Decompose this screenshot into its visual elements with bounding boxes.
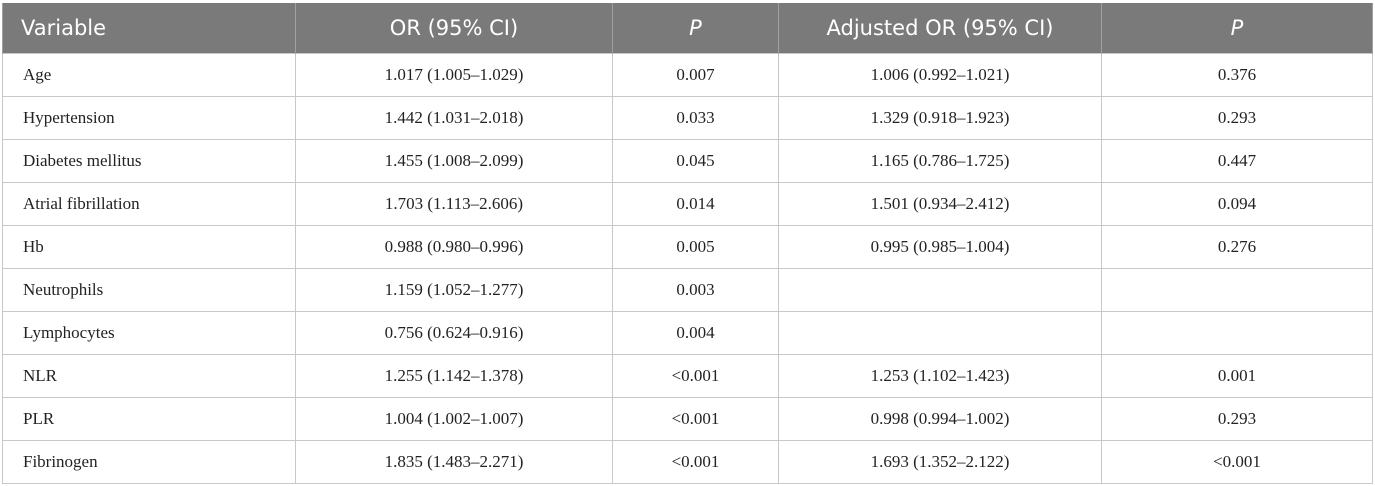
cell-p: 0.003 xyxy=(612,268,779,312)
cell-variable: Age xyxy=(2,53,296,97)
cell-p: <0.001 xyxy=(612,354,779,398)
cell-adjusted-or xyxy=(778,311,1102,355)
cell-adjusted-p: 0.447 xyxy=(1101,139,1373,183)
header-adjusted-p: P xyxy=(1101,3,1373,54)
table-header: Variable OR (95% CI) P Adjusted OR (95% … xyxy=(2,3,1373,54)
cell-adjusted-p: 0.293 xyxy=(1101,397,1373,441)
cell-adjusted-p: <0.001 xyxy=(1101,440,1373,484)
cell-p: 0.045 xyxy=(612,139,779,183)
table-body: Age 1.017 (1.005–1.029) 0.007 1.006 (0.9… xyxy=(2,53,1373,484)
cell-variable: Neutrophils xyxy=(2,268,296,312)
header-variable: Variable xyxy=(2,3,296,54)
cell-or: 0.756 (0.624–0.916) xyxy=(295,311,613,355)
table-row: Diabetes mellitus 1.455 (1.008–2.099) 0.… xyxy=(2,139,1373,183)
cell-adjusted-or: 1.006 (0.992–1.021) xyxy=(778,53,1102,97)
cell-or: 1.255 (1.142–1.378) xyxy=(295,354,613,398)
cell-variable: Diabetes mellitus xyxy=(2,139,296,183)
table-row: NLR 1.255 (1.142–1.378) <0.001 1.253 (1.… xyxy=(2,354,1373,398)
header-adjusted-or: Adjusted OR (95% CI) xyxy=(778,3,1102,54)
cell-adjusted-or: 1.165 (0.786–1.725) xyxy=(778,139,1102,183)
cell-p: 0.014 xyxy=(612,182,779,226)
cell-variable: PLR xyxy=(2,397,296,441)
header-or: OR (95% CI) xyxy=(295,3,613,54)
table-row: PLR 1.004 (1.002–1.007) <0.001 0.998 (0.… xyxy=(2,397,1373,441)
odds-ratio-table: Variable OR (95% CI) P Adjusted OR (95% … xyxy=(2,3,1373,484)
cell-or: 1.442 (1.031–2.018) xyxy=(295,96,613,140)
cell-adjusted-p: 0.001 xyxy=(1101,354,1373,398)
cell-variable: Atrial fibrillation xyxy=(2,182,296,226)
cell-p: <0.001 xyxy=(612,440,779,484)
cell-variable: Hypertension xyxy=(2,96,296,140)
table-row: Hypertension 1.442 (1.031–2.018) 0.033 1… xyxy=(2,96,1373,140)
cell-adjusted-or xyxy=(778,268,1102,312)
cell-or: 0.988 (0.980–0.996) xyxy=(295,225,613,269)
cell-or: 1.455 (1.008–2.099) xyxy=(295,139,613,183)
table-row: Fibrinogen 1.835 (1.483–2.271) <0.001 1.… xyxy=(2,440,1373,484)
cell-adjusted-or: 0.998 (0.994–1.002) xyxy=(778,397,1102,441)
cell-adjusted-p xyxy=(1101,268,1373,312)
cell-or: 1.004 (1.002–1.007) xyxy=(295,397,613,441)
cell-adjusted-or: 1.253 (1.102–1.423) xyxy=(778,354,1102,398)
cell-adjusted-or: 0.995 (0.985–1.004) xyxy=(778,225,1102,269)
cell-or: 1.703 (1.113–2.606) xyxy=(295,182,613,226)
cell-variable: Hb xyxy=(2,225,296,269)
cell-p: 0.004 xyxy=(612,311,779,355)
cell-adjusted-p: 0.293 xyxy=(1101,96,1373,140)
table-row: Neutrophils 1.159 (1.052–1.277) 0.003 xyxy=(2,268,1373,312)
cell-adjusted-or: 1.329 (0.918–1.923) xyxy=(778,96,1102,140)
cell-or: 1.835 (1.483–2.271) xyxy=(295,440,613,484)
table-row: Hb 0.988 (0.980–0.996) 0.005 0.995 (0.98… xyxy=(2,225,1373,269)
cell-p: <0.001 xyxy=(612,397,779,441)
header-p: P xyxy=(612,3,779,54)
table-row: Lymphocytes 0.756 (0.624–0.916) 0.004 xyxy=(2,311,1373,355)
table-row: Age 1.017 (1.005–1.029) 0.007 1.006 (0.9… xyxy=(2,53,1373,97)
cell-p: 0.005 xyxy=(612,225,779,269)
cell-adjusted-p: 0.276 xyxy=(1101,225,1373,269)
cell-adjusted-p: 0.094 xyxy=(1101,182,1373,226)
cell-or: 1.159 (1.052–1.277) xyxy=(295,268,613,312)
cell-adjusted-or: 1.501 (0.934–2.412) xyxy=(778,182,1102,226)
cell-variable: Fibrinogen xyxy=(2,440,296,484)
cell-p: 0.033 xyxy=(612,96,779,140)
cell-variable: NLR xyxy=(2,354,296,398)
odds-ratio-table-container: Variable OR (95% CI) P Adjusted OR (95% … xyxy=(2,3,1373,484)
cell-or: 1.017 (1.005–1.029) xyxy=(295,53,613,97)
header-row: Variable OR (95% CI) P Adjusted OR (95% … xyxy=(2,3,1373,54)
cell-adjusted-or: 1.693 (1.352–2.122) xyxy=(778,440,1102,484)
cell-p: 0.007 xyxy=(612,53,779,97)
cell-adjusted-p xyxy=(1101,311,1373,355)
cell-variable: Lymphocytes xyxy=(2,311,296,355)
table-row: Atrial fibrillation 1.703 (1.113–2.606) … xyxy=(2,182,1373,226)
cell-adjusted-p: 0.376 xyxy=(1101,53,1373,97)
